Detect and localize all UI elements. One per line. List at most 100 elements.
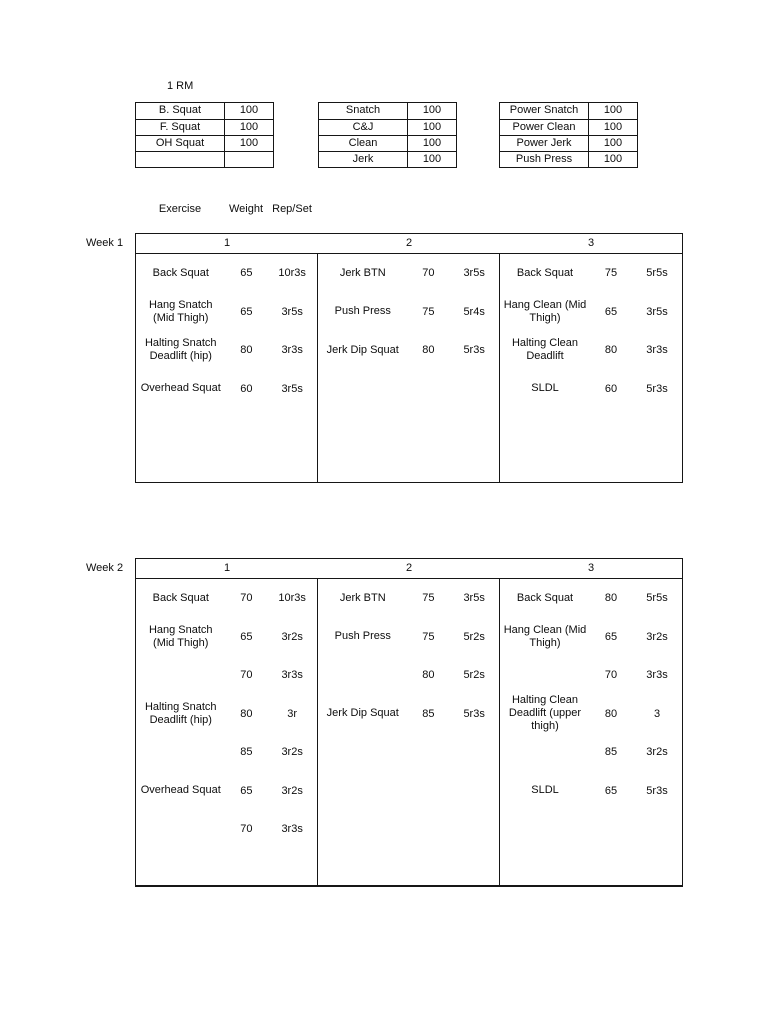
max-value-cell: 100 — [422, 153, 442, 165]
exercise-name-cell: Back Squat — [516, 591, 574, 604]
weight-column-header: Weight — [228, 203, 264, 215]
one-rep-max-row: F. Squat 100 — [136, 119, 273, 135]
exercise-row: 85 3r2s — [500, 733, 682, 772]
day-number-header: 3 — [587, 237, 595, 249]
day-column: Back Squat 80 5r5s Hang Clean (Mid Thigh… — [500, 579, 682, 885]
repset-cell: 3 — [653, 707, 661, 720]
exercise-row: 80 5r2s — [318, 656, 499, 695]
weight-cell: 80 — [240, 707, 253, 720]
week-block: Week 1 1 2 3 Back Squat 65 10r3s Hang Snat… — [0, 233, 768, 483]
one-rep-max-table: B. Squat 100 F. Squat 100 OH Squat 100 — [135, 102, 274, 168]
weight-cell: 75 — [604, 267, 618, 280]
exercise-name-cell: Halting Snatch Deadlift (hip) — [144, 700, 217, 726]
day-column: Jerk BTN 70 3r5s Push Press 75 5r4s Jerk… — [318, 254, 500, 482]
repset-cell: 5r2s — [463, 630, 485, 643]
weight-cell: 80 — [422, 344, 435, 357]
exercise-row: Back Squat 80 5r5s — [500, 579, 682, 618]
one-rep-max-table: Power Snatch 100 Power Clean 100 Power J… — [499, 102, 638, 168]
exercise-row: Hang Clean (Mid Thigh) 65 3r5s — [500, 293, 682, 332]
exercise-row: Push Press 75 5r2s — [318, 618, 499, 657]
one-rep-max-row: C&J 100 — [319, 119, 456, 135]
repset-cell: 3r2s — [646, 630, 668, 643]
column-headers: Exercise Weight Rep/Set — [135, 203, 317, 215]
weight-cell: 70 — [240, 823, 253, 836]
max-value-cell: 100 — [603, 104, 623, 116]
exercise-row: Hang Snatch (Mid Thigh) 65 3r2s — [136, 618, 317, 657]
exercise-name-cell: Push Press — [334, 630, 391, 643]
one-rep-max-row — [136, 151, 273, 167]
week-label: Week 2 — [86, 562, 124, 574]
exercise-name-cell: C&J — [319, 120, 408, 135]
week-label: Week 1 — [86, 237, 124, 249]
exercise-name-cell: Overhead Squat — [140, 382, 221, 395]
weight-cell: 75 — [422, 305, 435, 318]
repset-cell: 10r3s — [278, 267, 306, 280]
exercise-row: Halting Snatch Deadlift (hip) 80 3r3s — [136, 331, 317, 370]
exercise-name-cell: Hang Snatch (Mid Thigh) — [148, 623, 213, 649]
week-block: Week 2 1 2 3 Back Squat 70 10r3s Hang Snat… — [0, 558, 768, 887]
exercise-name-cell: Halting Clean Deadlift (upper thigh) — [508, 693, 582, 733]
repset-cell: 3r5s — [646, 305, 668, 318]
exercise-name-cell: Hang Snatch (Mid Thigh) — [148, 298, 213, 324]
max-value-cell: 100 — [239, 137, 259, 149]
exercise-row: Hang Snatch (Mid Thigh) 65 3r5s — [136, 293, 317, 332]
one-rep-max-row: Power Jerk 100 — [500, 135, 637, 151]
one-rep-max-row: Clean 100 — [319, 135, 456, 151]
repset-cell: 3r3s — [281, 669, 303, 682]
day-number-header: 2 — [405, 237, 413, 249]
exercise-name-cell: Jerk BTN — [339, 591, 386, 604]
max-value-cell: 100 — [603, 121, 623, 133]
exercise-name-cell: Push Press — [334, 305, 391, 318]
weight-cell: 70 — [422, 267, 435, 280]
exercise-row: Back Squat 70 10r3s — [136, 579, 317, 618]
max-value-cell: 100 — [239, 121, 259, 133]
exercise-row: Halting Clean Deadlift 80 3r3s — [500, 331, 682, 370]
repset-cell: 3r5s — [463, 592, 485, 605]
weight-cell: 85 — [240, 746, 253, 759]
max-value-cell: 100 — [422, 121, 442, 133]
weight-cell: 60 — [604, 382, 618, 395]
day-header-row: 1 2 3 — [136, 234, 682, 254]
exercise-name-cell: Halting Snatch Deadlift (hip) — [144, 337, 217, 363]
weight-cell: 80 — [240, 344, 253, 357]
repset-cell: 5r3s — [646, 382, 668, 395]
repset-cell: 3r3s — [646, 344, 668, 357]
one-rep-max-row: Power Snatch 100 — [500, 103, 637, 119]
one-rep-max-section-label: 1 RM — [167, 80, 194, 92]
day-number-header: 1 — [223, 237, 231, 249]
exercise-name-cell: SLDL — [531, 382, 559, 395]
one-rep-max-row: OH Squat 100 — [136, 135, 273, 151]
weight-cell: 85 — [422, 707, 435, 720]
exercise-row: 70 3r3s — [136, 810, 317, 849]
day-column: Back Squat 65 10r3s Hang Snatch (Mid Thi… — [136, 254, 318, 482]
exercise-row: Jerk Dip Squat 85 5r3s — [318, 695, 499, 734]
weight-cell: 80 — [604, 344, 618, 357]
weight-cell: 80 — [422, 669, 435, 682]
exercise-name-cell: F. Squat — [136, 120, 225, 135]
exercise-name-cell: Back Squat — [152, 266, 209, 279]
exercise-row: SLDL 60 5r3s — [500, 370, 682, 409]
exercise-name-cell: Clean — [319, 136, 408, 151]
exercise-name-cell: Jerk — [319, 152, 408, 167]
repset-cell: 3r5s — [281, 382, 303, 395]
exercise-name-cell: Jerk Dip Squat — [326, 343, 399, 356]
exercise-row: Jerk BTN 70 3r5s — [318, 254, 499, 293]
weight-cell: 65 — [240, 784, 253, 797]
day-column: Jerk BTN 75 3r5s Push Press 75 5r2s 80 5… — [318, 579, 500, 885]
one-rep-max-row: Snatch 100 — [319, 103, 456, 119]
max-value-cell: 100 — [422, 137, 442, 149]
week-table: 1 2 3 Back Squat 65 10r3s Hang Snatch (Mid… — [135, 233, 683, 483]
day-number-header: 2 — [405, 562, 413, 574]
one-rep-max-row: Jerk 100 — [319, 151, 456, 167]
exercise-row: Overhead Squat 65 3r2s — [136, 772, 317, 811]
repset-cell: 3r3s — [281, 344, 303, 357]
exercise-name-cell: Hang Clean (Mid Thigh) — [503, 298, 587, 324]
exercise-name-cell: OH Squat — [136, 136, 225, 151]
exercise-name-cell: Halting Clean Deadlift — [511, 337, 579, 363]
repset-column-header: Rep/Set — [272, 203, 312, 215]
weight-cell: 65 — [604, 630, 618, 643]
repset-cell: 5r2s — [463, 669, 485, 682]
repset-cell: 5r3s — [463, 707, 485, 720]
one-rep-max-row: Power Clean 100 — [500, 119, 637, 135]
